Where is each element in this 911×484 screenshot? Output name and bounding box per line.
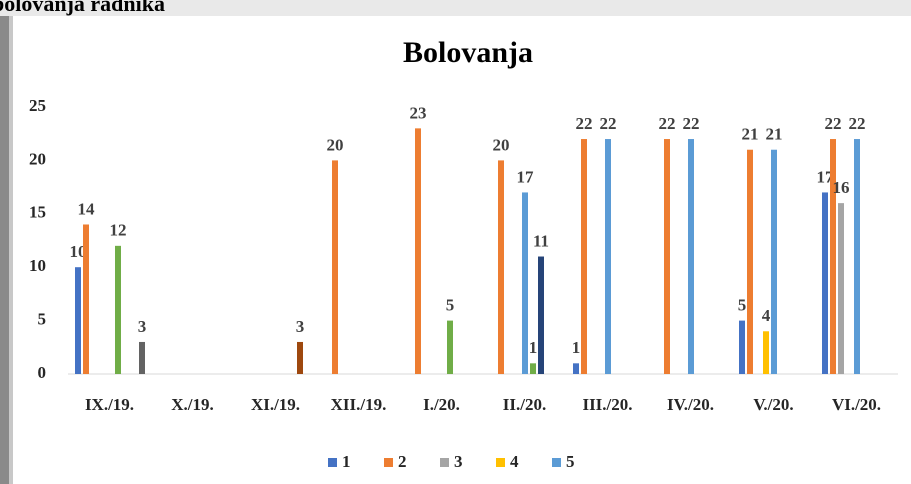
data-label: 22: [849, 114, 866, 133]
data-label: 21: [742, 125, 759, 144]
bar: [763, 331, 769, 374]
data-label: 3: [296, 317, 305, 336]
data-label: 14: [78, 199, 96, 218]
data-label: 10: [70, 242, 87, 261]
bar: [747, 149, 753, 374]
bar: [771, 149, 777, 374]
data-label: 21: [766, 125, 783, 144]
bar: [581, 139, 587, 374]
legend-swatch: [496, 458, 505, 467]
y-tick-label: 20: [29, 149, 46, 168]
data-label: 3: [138, 317, 147, 336]
bar: [605, 139, 611, 374]
bar: [688, 139, 694, 374]
frame-shadow: [9, 16, 13, 484]
bar: [664, 139, 670, 374]
bar: [498, 160, 504, 374]
bar: [854, 139, 860, 374]
x-tick-label: V./20.: [753, 395, 793, 414]
page-heading: bolovanja radnika: [0, 0, 165, 16]
chart-title: Bolovanja: [403, 36, 533, 69]
bar: [739, 320, 745, 374]
bar: [75, 267, 81, 374]
data-label: 22: [683, 114, 700, 133]
data-label: 22: [576, 114, 593, 133]
bar: [115, 245, 121, 374]
data-label: 22: [600, 114, 617, 133]
data-label: 5: [738, 296, 747, 315]
legend-label: 2: [398, 452, 407, 471]
x-tick-label: IV./20.: [667, 395, 714, 414]
bar: [830, 139, 836, 374]
data-label: 4: [762, 306, 771, 325]
bar: [530, 363, 536, 374]
data-label: 1: [529, 338, 538, 357]
y-tick-label: 5: [38, 310, 47, 329]
data-label: 11: [533, 231, 549, 250]
x-tick-label: XI./19.: [251, 395, 300, 414]
data-label: 17: [517, 167, 535, 186]
frame-edge: [0, 16, 9, 484]
x-tick-label: X./19.: [171, 395, 214, 414]
y-tick-label: 15: [29, 203, 46, 222]
legend-label: 1: [342, 452, 351, 471]
x-tick-label: II./20.: [503, 395, 546, 414]
legend-swatch: [552, 458, 561, 467]
bar: [522, 192, 528, 374]
x-tick-label: IX./19.: [85, 395, 134, 414]
chart-frame: [0, 16, 911, 484]
y-tick-label: 25: [29, 96, 46, 115]
y-tick-label: 0: [38, 363, 47, 382]
data-label: 16: [833, 178, 850, 197]
bar: [838, 203, 844, 374]
bar: [573, 363, 579, 374]
y-tick-label: 10: [29, 256, 46, 275]
bar: [538, 256, 544, 374]
data-label: 22: [825, 114, 842, 133]
legend-swatch: [384, 458, 393, 467]
x-tick-label: I./20.: [423, 395, 460, 414]
x-tick-label: VI./20.: [832, 395, 881, 414]
bar: [332, 160, 338, 374]
bar: [447, 320, 453, 374]
legend-label: 5: [566, 452, 575, 471]
data-label: 23: [410, 103, 427, 122]
data-label: 1: [572, 338, 581, 357]
data-label: 17: [817, 167, 835, 186]
data-label: 5: [446, 296, 455, 315]
legend-swatch: [440, 458, 449, 467]
data-label: 20: [493, 135, 510, 154]
x-tick-label: III./20.: [582, 395, 632, 414]
legend-swatch: [328, 458, 337, 467]
legend-label: 4: [510, 452, 519, 471]
data-label: 12: [110, 221, 127, 240]
x-tick-label: XII./19.: [331, 395, 387, 414]
bar: [297, 341, 303, 374]
bar: [83, 224, 89, 374]
bar: [415, 128, 421, 374]
legend-label: 3: [454, 452, 463, 471]
data-label: 22: [659, 114, 676, 133]
data-label: 20: [327, 135, 344, 154]
bar: [139, 341, 145, 374]
bar: [822, 192, 828, 374]
